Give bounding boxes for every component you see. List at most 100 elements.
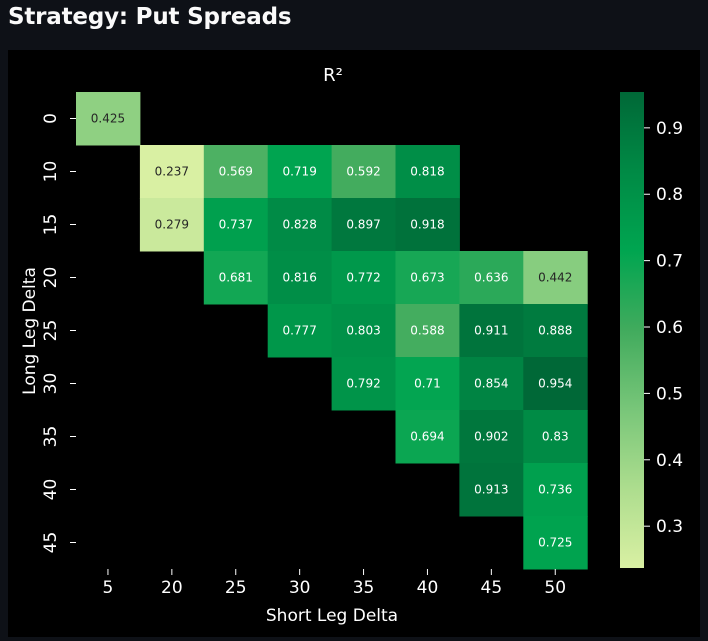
heatmap-cell [203,251,269,305]
heatmap-cell [331,251,396,305]
colorbar: 0.3 0.4 0.5 0.6 0.7 0.8 0.9 [620,92,683,568]
cell-value-label: 0.83 [542,430,569,444]
heatmap-cell [523,304,588,358]
heatmap-cell [331,304,396,358]
x-tick-label: 20 [161,578,183,598]
heatmap-cell [139,145,205,199]
x-tick-label: 40 [417,578,439,598]
heatmap-cell [395,410,460,464]
cell-value-label: 0.818 [410,165,444,179]
y-tick-label: 15 [41,214,61,236]
colorbar-tick-label: 0.9 [656,119,683,139]
heatmap-cell [267,198,333,252]
heatmap-figure: R² 0.425 0.237 0.569 0.719 0.592 0.818 0.279 0.… [8,50,700,637]
heatmap-cell [267,145,333,199]
y-tick-label: 10 [41,161,61,183]
heatmap-cell [331,145,396,199]
colorbar-tick-label: 0.5 [656,384,683,404]
heatmap-cell [523,463,588,517]
cell-value-label: 0.888 [538,324,572,338]
cell-value-label: 0.792 [346,377,380,391]
colorbar-ticks: 0.3 0.4 0.5 0.6 0.7 0.8 0.9 [644,119,683,537]
y-tick-label: 35 [41,426,61,448]
x-tick-label: 5 [103,578,114,598]
y-axis-label: Long Leg Delta [20,267,40,395]
cell-value-label: 0.777 [282,324,316,338]
cell-value-label: 0.803 [346,324,380,338]
cell-value-label: 0.911 [474,324,508,338]
heatmap-cells: 0.425 0.237 0.569 0.719 0.592 0.818 0.279 0.737… [76,92,588,570]
heatmap-cell [395,357,460,411]
heatmap-cell [523,410,588,464]
heatmap-cell [523,357,588,411]
y-tick-label: 0 [41,113,61,124]
heatmap-cell [203,198,269,252]
cell-value-label: 0.902 [474,430,508,444]
heatmap-cell [76,92,141,146]
heatmap-cell [395,198,460,252]
x-tick-label: 50 [544,578,566,598]
heatmap-cell [267,251,333,305]
cell-value-label: 0.681 [219,271,253,285]
x-tick-label: 25 [225,578,247,598]
colorbar-tick-label: 0.4 [656,451,683,471]
heatmap-cell [523,251,588,305]
cell-value-label: 0.828 [282,218,316,232]
x-tick-label: 30 [289,578,311,598]
page-title: Strategy: Put Spreads [8,4,292,30]
x-axis: 5 20 25 30 35 40 45 50 [103,569,566,598]
chart-title: R² [323,65,343,86]
heatmap-cell [267,304,333,358]
y-tick-label: 45 [41,532,61,554]
heatmap-cell [395,251,460,305]
cell-value-label: 0.816 [282,271,316,285]
x-tick-label: 35 [353,578,375,598]
y-tick-label: 40 [41,479,61,501]
x-tick-label: 45 [481,578,503,598]
cell-value-label: 0.279 [155,218,189,232]
cell-value-label: 0.954 [538,377,572,391]
cell-value-label: 0.592 [346,165,380,179]
colorbar-tick-label: 0.8 [656,185,683,205]
colorbar-tick-label: 0.7 [656,252,683,272]
cell-value-label: 0.897 [346,218,380,232]
heatmap-cell [523,516,588,570]
cell-value-label: 0.425 [91,112,125,126]
cell-value-label: 0.736 [538,483,572,497]
cell-value-label: 0.673 [410,271,444,285]
heatmap-cell [331,198,396,252]
cell-value-label: 0.588 [410,324,444,338]
heatmap-cell [459,463,524,517]
heatmap-cell [395,304,460,358]
y-axis: 0 10 15 20 25 30 35 40 45 [41,113,76,553]
heatmap-cell [459,410,524,464]
cell-value-label: 0.918 [410,218,444,232]
colorbar-tick-label: 0.3 [656,517,683,537]
cell-value-label: 0.854 [474,377,508,391]
cell-value-label: 0.737 [219,218,253,232]
heatmap-cell [459,357,524,411]
x-axis-label: Short Leg Delta [266,606,398,626]
colorbar-gradient [620,92,644,568]
heatmap-cell [331,357,396,411]
cell-value-label: 0.725 [538,536,572,550]
cell-value-label: 0.569 [219,165,253,179]
y-tick-label: 30 [41,373,61,395]
heatmap-cell [139,198,205,252]
heatmap-cell [203,145,269,199]
cell-value-label: 0.719 [282,165,316,179]
heatmap-cell [459,251,524,305]
cell-value-label: 0.636 [474,271,508,285]
cell-value-label: 0.913 [474,483,508,497]
heatmap-cell [459,304,524,358]
y-tick-label: 25 [41,320,61,342]
cell-value-label: 0.694 [410,430,444,444]
cell-value-label: 0.237 [155,165,189,179]
y-tick-label: 20 [41,267,61,289]
cell-value-label: 0.772 [346,271,380,285]
colorbar-tick-label: 0.6 [656,318,683,338]
cell-value-label: 0.442 [538,271,572,285]
heatmap-cell [395,145,460,199]
cell-value-label: 0.71 [414,377,441,391]
